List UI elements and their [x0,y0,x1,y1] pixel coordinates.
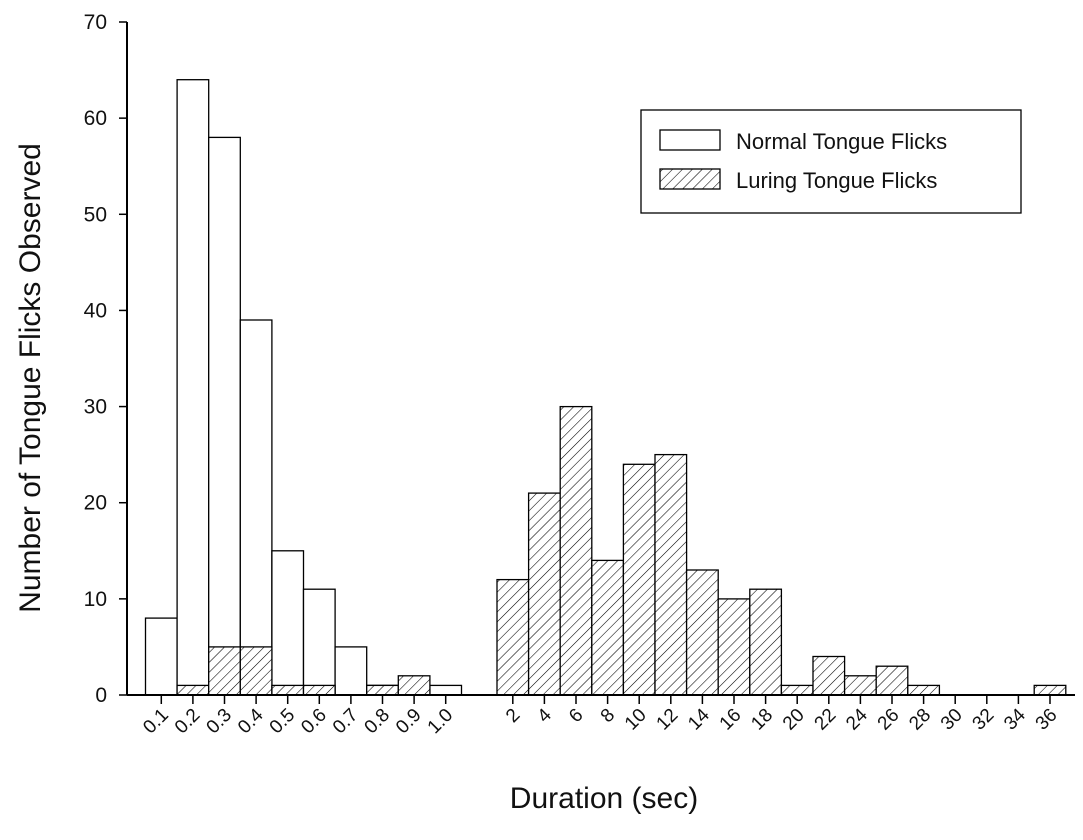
x-tick-label: 0.7 [329,705,363,739]
normal-bar-1.0 [429,684,463,696]
x-tick-label: 36 [1032,705,1062,735]
y-tick-label: 70 [84,11,107,34]
x-tick-label: 6 [565,705,587,727]
x-tick-label: 4 [534,704,557,727]
x-tick-label: 0.5 [266,705,300,739]
y-tick-label: 60 [84,107,107,130]
normal-bar-0.6 [302,588,336,696]
legend-label-normal: Normal Tongue Flicks [736,129,947,154]
legend-label-luring: Luring Tongue Flicks [736,168,937,193]
x-tick-label: 32 [969,705,999,735]
legend: Normal Tongue Flicks Luring Tongue Flick… [640,109,1022,214]
legend-swatch-normal [659,129,721,151]
bars-layer [144,79,1067,696]
luring-bar-0.9 [397,675,431,696]
luring-bar-0.6 [302,684,336,696]
luring-bar-0.3 [208,646,241,696]
x-tick-label: 18 [747,705,777,735]
normal-bar-0.1 [144,617,178,696]
x-tick-label: 28 [905,705,935,735]
luring-bar-0.4 [239,646,273,696]
luring-bar-28 [907,684,941,696]
legend-swatch-luring [659,168,721,190]
y-tick-label: 20 [84,492,107,515]
x-tick-label: 10 [621,705,651,735]
x-tick-label: 2 [502,705,524,727]
normal-bar-0.2 [176,79,210,696]
luring-bar-0.8 [366,684,399,696]
y-tick-label: 10 [84,588,107,611]
x-tick-label: 0.8 [361,705,395,739]
x-tick-label: 30 [937,705,967,735]
x-tick-label: 24 [842,704,872,734]
normal-bar-0.7 [334,646,368,696]
x-tick-label: 0.6 [297,705,331,739]
normal-bar-0.4 [239,319,273,696]
luring-bar-12 [654,453,688,696]
x-tick-label: 0.3 [203,705,237,739]
x-tick-label: 12 [653,705,683,735]
y-tick-label: 50 [84,203,107,226]
x-tick-label: 34 [1000,704,1030,734]
luring-bar-36 [1033,684,1067,696]
legend-box [640,109,1022,214]
y-tick-label: 0 [95,684,107,707]
x-tick-label: 20 [779,705,809,735]
y-axis-ticks: 0 10 20 30 40 50 60 70 [84,11,127,707]
y-tick-label: 30 [84,396,107,419]
x-tick-label: 0.2 [171,705,205,739]
luring-bar-0.2 [176,684,210,696]
luring-bar-10 [622,463,656,696]
luring-bar-0.5 [271,684,305,696]
x-tick-label: 14 [684,704,714,734]
x-tick-label: 1.0 [424,705,458,739]
luring-bar-2 [496,578,530,696]
x-tick-label: 16 [716,705,746,735]
x-tick-label: 0.4 [234,704,268,738]
luring-bar-8 [591,559,625,696]
luring-bar-24 [843,675,877,696]
x-tick-label: 26 [874,705,904,735]
luring-bar-22 [812,655,846,696]
luring-bar-16 [717,598,751,696]
luring-bar-20 [780,684,814,696]
luring-bar-14 [685,569,719,696]
y-axis-title: Number of Tongue Flicks Observed [14,143,47,613]
normal-bar-0.3 [208,136,241,696]
x-axis-ticks: 0.10.20.30.40.50.60.70.80.91.0 2 4 6 8 10 12 14… [139,695,1062,739]
x-tick-label: 0.1 [139,705,173,739]
luring-bar-18 [749,588,783,696]
normal-bar-0.5 [271,550,305,696]
x-tick-label: 22 [811,705,841,735]
luring-bar-26 [875,665,909,696]
luring-bar-4 [527,492,561,696]
x-tick-label: 8 [597,705,619,727]
x-axis-title: Duration (sec) [510,782,698,815]
luring-bar-6 [559,405,593,696]
x-tick-label: 0.9 [392,705,426,739]
y-tick-label: 40 [84,299,107,322]
